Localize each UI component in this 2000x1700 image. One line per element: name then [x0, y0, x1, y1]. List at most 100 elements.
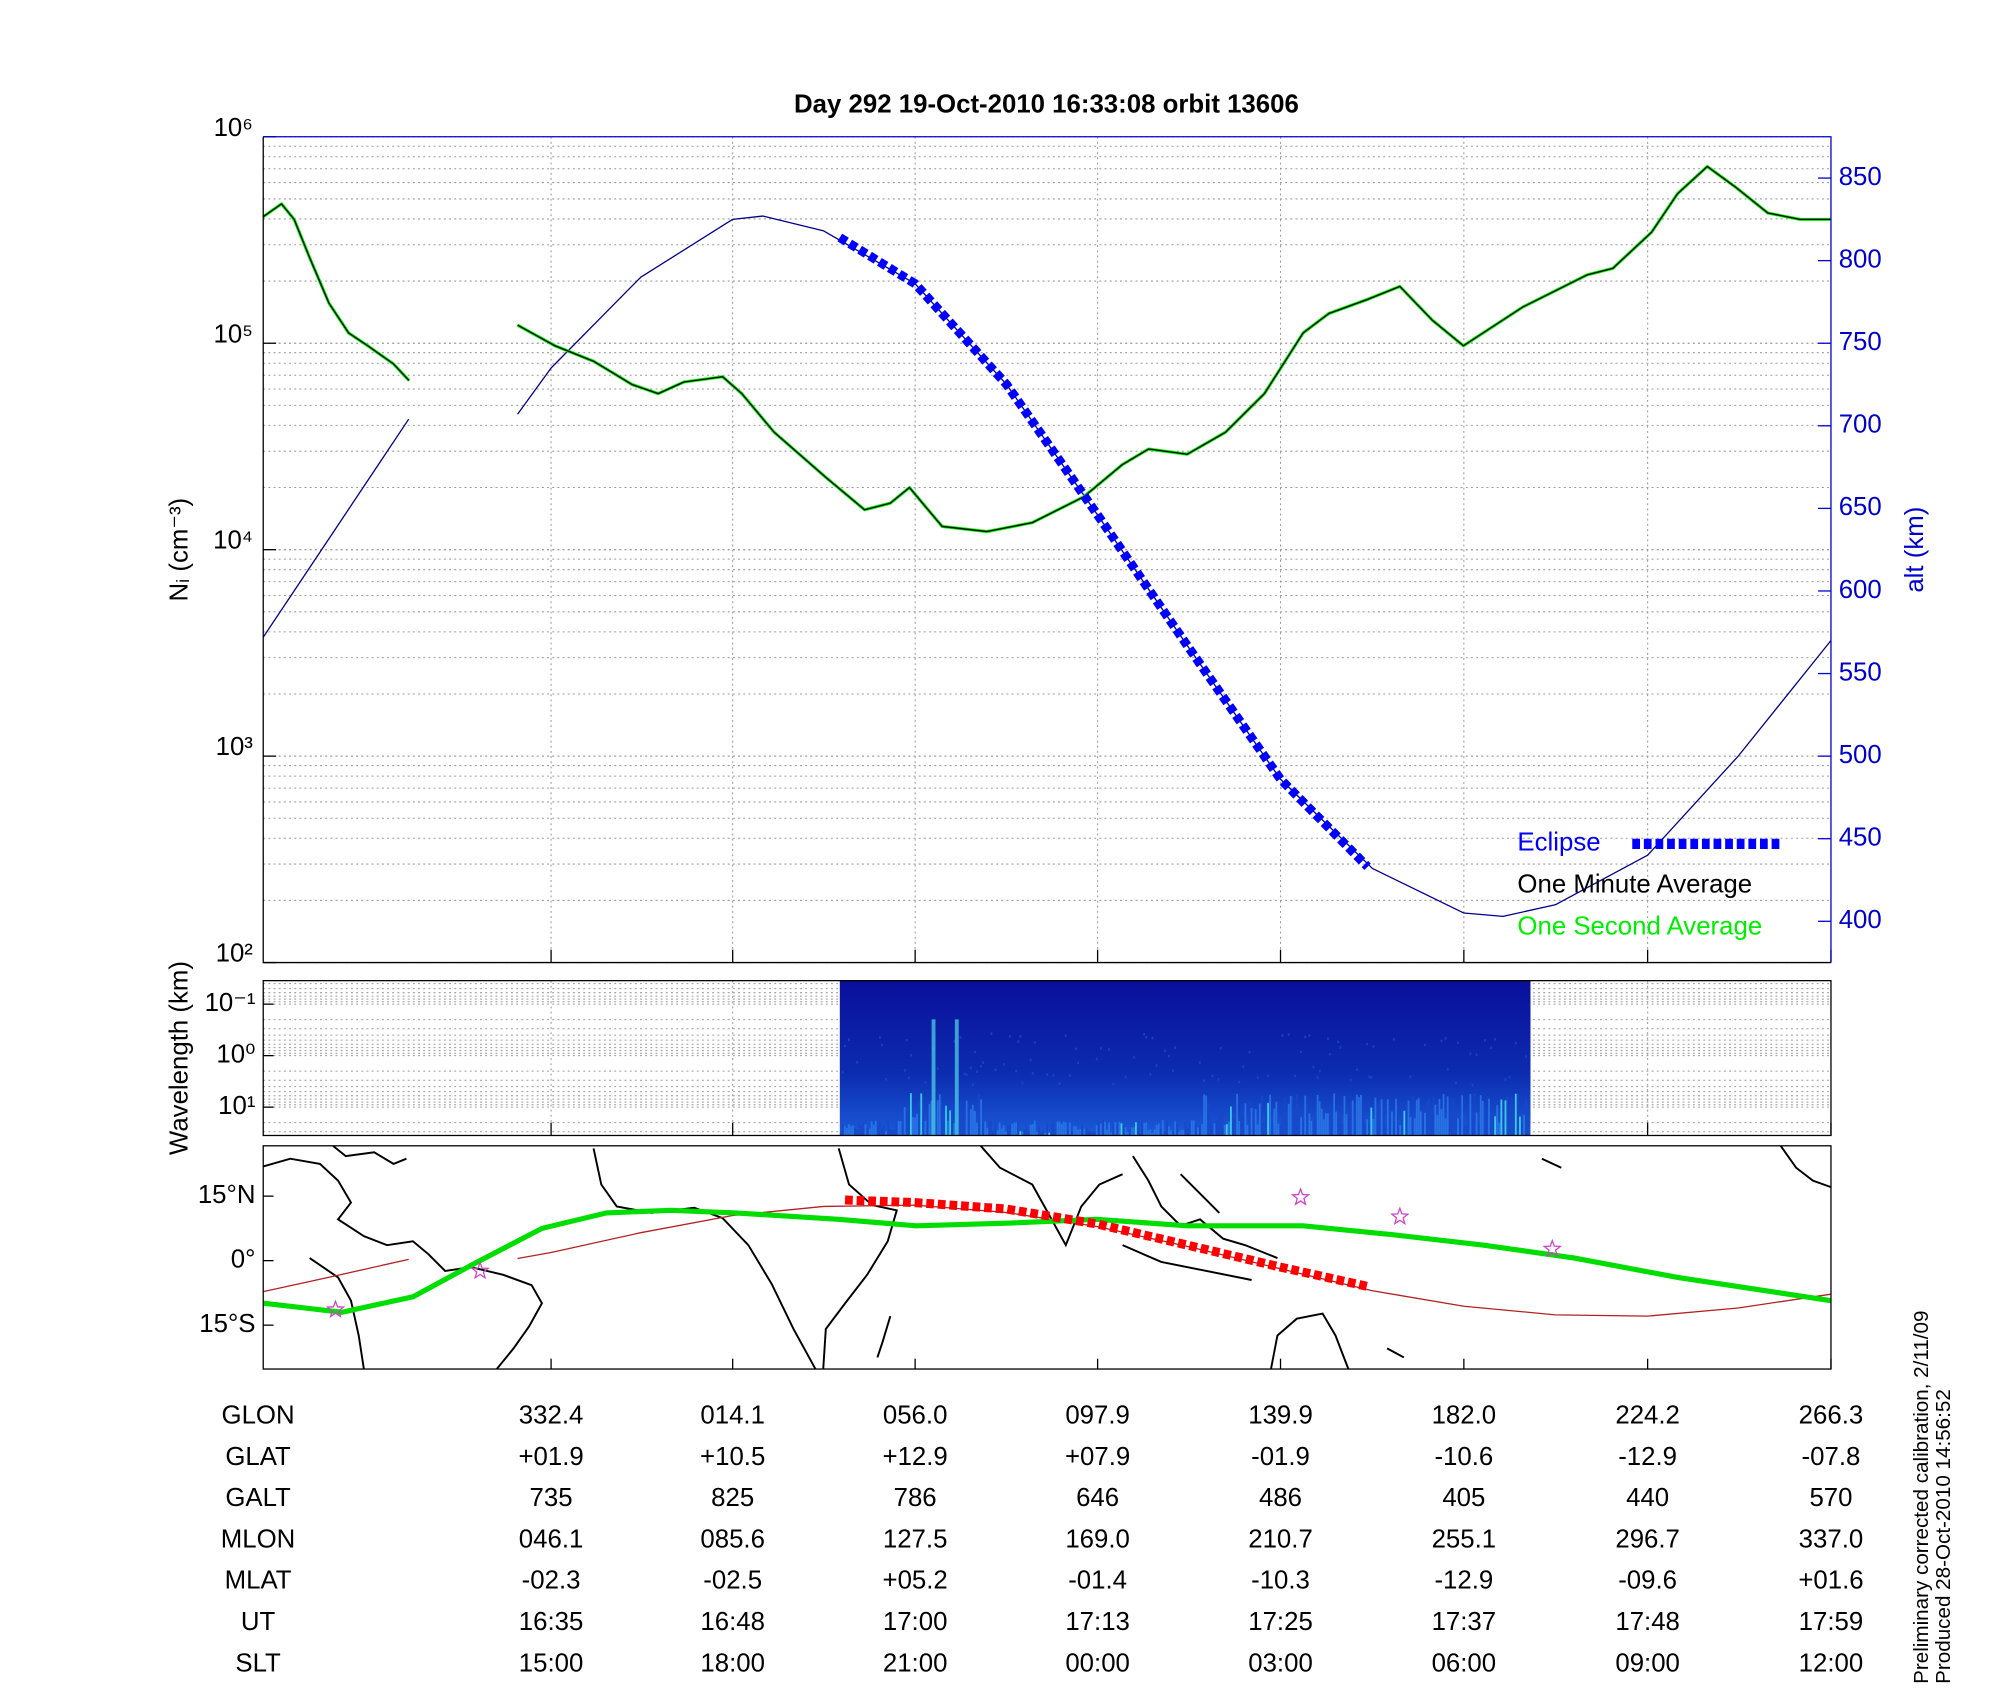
spectrogram-cell: [1483, 1114, 1486, 1136]
spectrogram-cell: [1108, 1122, 1110, 1136]
spectrogram-cell: [891, 1129, 894, 1136]
spectrogram-cell: [992, 1131, 995, 1136]
spectrogram-cell: [1477, 1124, 1480, 1136]
spectrogram-cell: [1077, 1061, 1080, 1065]
spectrogram-cell: [1143, 1032, 1146, 1036]
spectrogram-cell: [928, 1103, 931, 1136]
spectrogram-cell: [1519, 1116, 1521, 1136]
spectrogram-cell: [1490, 1115, 1492, 1136]
spectrogram-cell: [1368, 1123, 1371, 1136]
table-cell: 18:00: [700, 1649, 765, 1677]
spectrogram-cell: [936, 1100, 939, 1136]
table-cell: 15:00: [519, 1649, 584, 1677]
spectrogram-cell: [1486, 1114, 1488, 1136]
spectrogram-cell: [1329, 1052, 1331, 1056]
spectrogram-cell: [1011, 1123, 1013, 1136]
spectrogram-cell: [971, 1083, 974, 1086]
y-tick-label: 15°S: [199, 1310, 255, 1338]
spectrogram-cell: [1444, 1037, 1447, 1040]
spectrogram-cell: [1260, 1095, 1263, 1136]
spectrogram-cell: [1504, 1078, 1507, 1081]
spectrogram-cell: [1294, 1113, 1296, 1136]
spectrogram-cell: [1250, 1107, 1253, 1136]
spectrogram-cell: [1052, 1074, 1055, 1077]
spectrogram-cell: [953, 1040, 956, 1043]
spectrogram-cell: [1068, 1122, 1071, 1136]
spectrogram-cell: [1316, 1076, 1319, 1079]
table-cell: 127.5: [883, 1525, 948, 1553]
panel-frame: [262, 1145, 1832, 1370]
spectrogram-cell: [1252, 1108, 1255, 1136]
spectrogram-cell: [1124, 1075, 1127, 1079]
spectrogram-cell: [1424, 1043, 1426, 1047]
spectrogram-cell: [1494, 1116, 1497, 1136]
spectrogram-cell: [1355, 1094, 1358, 1136]
spectrogram-cell: [1180, 1130, 1183, 1136]
spectrogram-cell: [959, 1104, 962, 1136]
table-cell: 224.2: [1615, 1402, 1680, 1430]
spectrogram-cell: [1184, 1121, 1187, 1136]
spectrogram-cell: [1335, 1111, 1338, 1136]
spectrogram-cell: [1384, 1124, 1387, 1136]
spectrogram-cell: [1372, 1045, 1375, 1048]
spectrogram-cell: [1397, 1105, 1400, 1136]
spectrogram-cell: [1221, 1111, 1224, 1136]
spectrogram-cell: [938, 1094, 941, 1136]
spectrogram-cell: [1130, 1127, 1133, 1136]
spectrogram-cell: [1213, 1123, 1216, 1136]
table-cell: 17:59: [1799, 1608, 1864, 1636]
spectrogram-cell: [1514, 1041, 1517, 1045]
y2-tick-label: 650: [1839, 493, 1882, 521]
spectrogram-cell: [1306, 1105, 1309, 1136]
spectrogram-cell: [887, 1121, 890, 1136]
spectrogram-cell: [1386, 1099, 1389, 1136]
spectrogram-cell: [1399, 1125, 1402, 1136]
spectrogram-cell: [943, 1122, 945, 1136]
spectrogram-cell: [1163, 1131, 1166, 1136]
spectrogram-cell: [910, 1093, 912, 1136]
spectrogram-cell: [1283, 1098, 1286, 1136]
spectrogram-cell: [910, 1053, 912, 1057]
spectrogram-cell: [1461, 1095, 1464, 1136]
spectrogram-cell: [973, 1111, 976, 1136]
spectrogram-cell: [1099, 1047, 1102, 1050]
spectrogram-cell: [860, 1125, 863, 1136]
spectrogram-cell: [868, 1128, 871, 1136]
spectrogram-cell: [1331, 1119, 1333, 1136]
spectrogram-cell: [1157, 1123, 1160, 1136]
y-tick-label: 0°: [231, 1245, 256, 1273]
spectrogram-cell: [1151, 1036, 1154, 1040]
spectrogram-cell: [1422, 1106, 1424, 1136]
table-cell: 486: [1259, 1484, 1302, 1512]
spectrogram-cell: [1145, 1036, 1148, 1039]
table-cell: +01.6: [1798, 1567, 1863, 1595]
spectrogram-cell: [874, 1120, 877, 1136]
spectrogram-cell: [1258, 1103, 1261, 1136]
spectrogram-cell: [1467, 1110, 1470, 1136]
spectrogram-cell: [1329, 1103, 1331, 1136]
spectrogram-cell: [1190, 1120, 1193, 1136]
spectrogram-cell: [1291, 1096, 1294, 1136]
spectrogram-cell: [872, 1124, 875, 1136]
spectrogram-cell: [1298, 1108, 1300, 1136]
spectrogram-cell: [1304, 1095, 1307, 1136]
spectrogram-cell: [1205, 1095, 1208, 1136]
table-cell: +07.9: [1065, 1443, 1130, 1471]
note: Preliminary corrected calibration, 2/11/…: [1910, 1311, 1933, 1684]
y-tick-label: 10¹: [218, 1092, 256, 1120]
spectrogram-cell: [1234, 1118, 1236, 1136]
spectrogram-cell: [1322, 1119, 1325, 1136]
spectrogram-cell: [1446, 1096, 1449, 1136]
row-label: SLT: [235, 1649, 281, 1677]
spectrogram-cell: [976, 1070, 978, 1073]
spectrogram-cell: [1430, 1107, 1433, 1136]
y-tick-label: 10⁵: [214, 320, 253, 348]
table-cell: 570: [1809, 1484, 1852, 1512]
spectrogram-cell: [1120, 1123, 1123, 1136]
spectrogram-cell: [907, 1102, 910, 1136]
spectrogram-cell: [1174, 1046, 1177, 1050]
y2-tick-label: 600: [1839, 576, 1882, 604]
note: Produced 28-Oct-2010 14:56:52: [1932, 1389, 1955, 1684]
